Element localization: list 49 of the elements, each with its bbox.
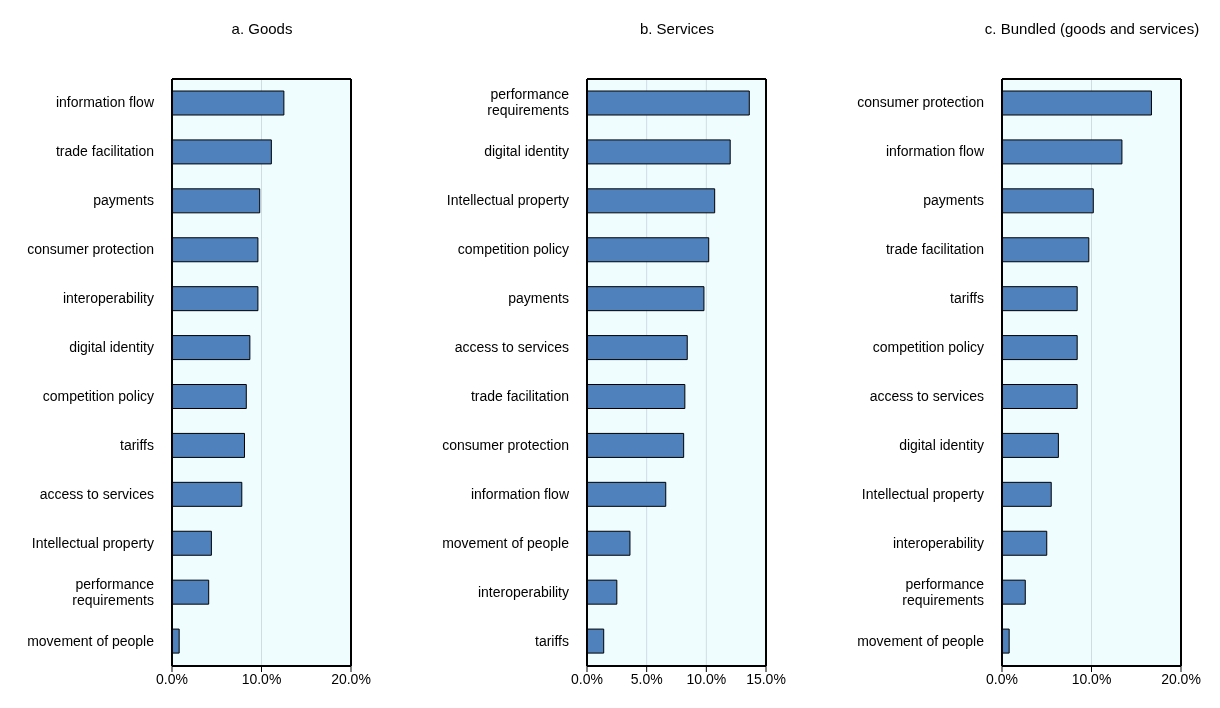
- y-tick-label: interoperability: [477, 583, 569, 600]
- chart-title: a. Goods: [231, 20, 293, 37]
- y-tick-label: access to services: [454, 338, 569, 355]
- y-tick-label: trade facilitation: [885, 240, 984, 257]
- x-tick-label: 20.0%: [1161, 670, 1201, 687]
- y-tick-label: performance requirements: [902, 575, 985, 608]
- y-tick-label: tariffs: [950, 289, 984, 306]
- y-tick-label: Intellectual property: [31, 534, 154, 551]
- y-tick-label: consumer protection: [27, 240, 154, 257]
- y-tick-label: access to services: [39, 485, 154, 502]
- y-tick-label: movement of people: [442, 534, 570, 551]
- y-tick-label: Intellectual property: [446, 191, 569, 208]
- y-tick-label: interoperability: [62, 289, 154, 306]
- y-tick-label: consumer protection: [442, 436, 569, 453]
- y-tick-label: interoperability: [892, 534, 984, 551]
- y-tick-label: Intellectual property: [861, 485, 984, 502]
- x-tick-label: 0.0%: [156, 670, 188, 687]
- chart-title: c. Bundled (goods and services): [984, 20, 1200, 37]
- y-tick-label: movement of people: [27, 632, 155, 649]
- x-tick-label: 15.0%: [746, 670, 786, 687]
- y-tick-label: payments: [93, 191, 154, 208]
- chart-title: b. Services: [639, 20, 715, 37]
- x-tick-label: 5.0%: [630, 670, 663, 687]
- y-tick-label: trade facilitation: [55, 143, 154, 160]
- x-tick-label: 0.0%: [986, 670, 1018, 687]
- y-tick-label: information flow: [470, 485, 570, 502]
- y-tick-label: movement of people: [857, 632, 985, 649]
- y-tick-label: competition policy: [872, 338, 984, 355]
- x-tick-label: 0.0%: [571, 670, 603, 687]
- y-tick-label: trade facilitation: [470, 387, 569, 404]
- x-tick-label: 10.0%: [241, 670, 282, 687]
- x-tick-label: 10.0%: [1071, 670, 1112, 687]
- y-tick-label: payments: [508, 289, 569, 306]
- y-tick-label: performance requirements: [72, 575, 155, 608]
- y-tick-label: competition policy: [457, 240, 569, 257]
- y-tick-label: performance requirements: [487, 86, 570, 119]
- y-tick-label: consumer protection: [857, 94, 984, 111]
- y-tick-label: digital identity: [484, 143, 569, 160]
- y-tick-label: information flow: [55, 94, 155, 111]
- y-tick-label: tariffs: [120, 436, 154, 453]
- y-tick-label: access to services: [869, 387, 984, 404]
- y-tick-label: digital identity: [69, 338, 154, 355]
- y-tick-label: tariffs: [535, 632, 569, 649]
- y-tick-label: information flow: [885, 143, 985, 160]
- y-tick-label: digital identity: [899, 436, 984, 453]
- x-tick-label: 20.0%: [331, 670, 371, 687]
- y-tick-label: payments: [923, 191, 984, 208]
- x-tick-label: 10.0%: [686, 670, 727, 687]
- y-tick-label: competition policy: [42, 387, 154, 404]
